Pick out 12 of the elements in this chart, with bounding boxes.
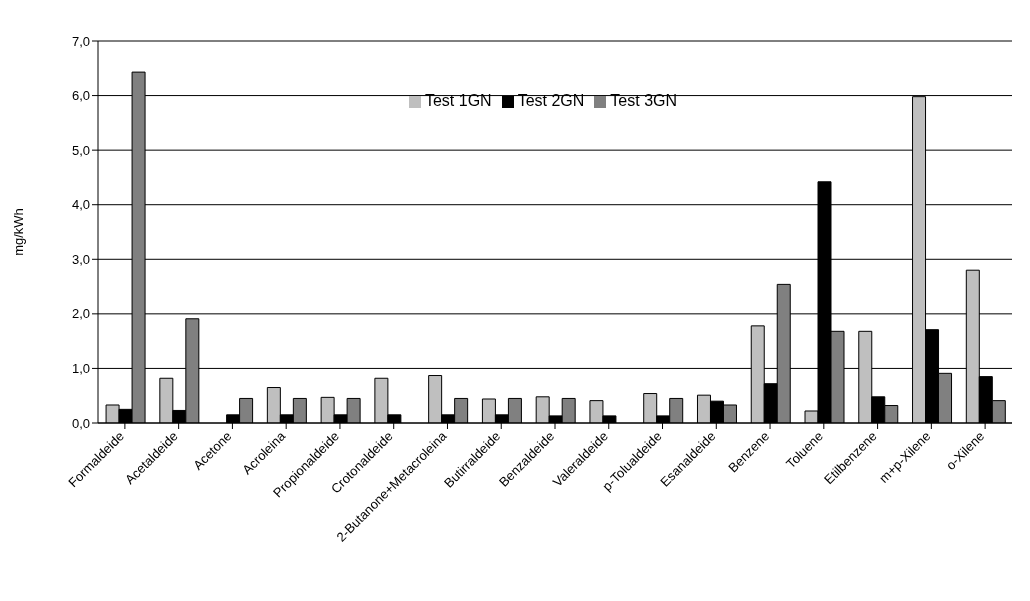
legend-label: Test 3GN xyxy=(610,92,678,109)
legend-label: Test 1GN xyxy=(424,92,492,109)
y-axis-title: mg/kWh xyxy=(10,208,26,256)
y-tick-label: 0,0 xyxy=(71,415,90,431)
y-tick-label: 3,0 xyxy=(71,251,90,267)
legend-label: Test 2GN xyxy=(517,92,585,109)
y-tick-label: 1,0 xyxy=(71,361,90,377)
y-tick-label: 7,0 xyxy=(71,33,90,49)
y-tick-label: 5,0 xyxy=(71,142,90,158)
y-tick-label: 6,0 xyxy=(71,88,90,104)
y-tick-label: 2,0 xyxy=(71,306,90,322)
y-tick-label: 4,0 xyxy=(71,197,90,213)
